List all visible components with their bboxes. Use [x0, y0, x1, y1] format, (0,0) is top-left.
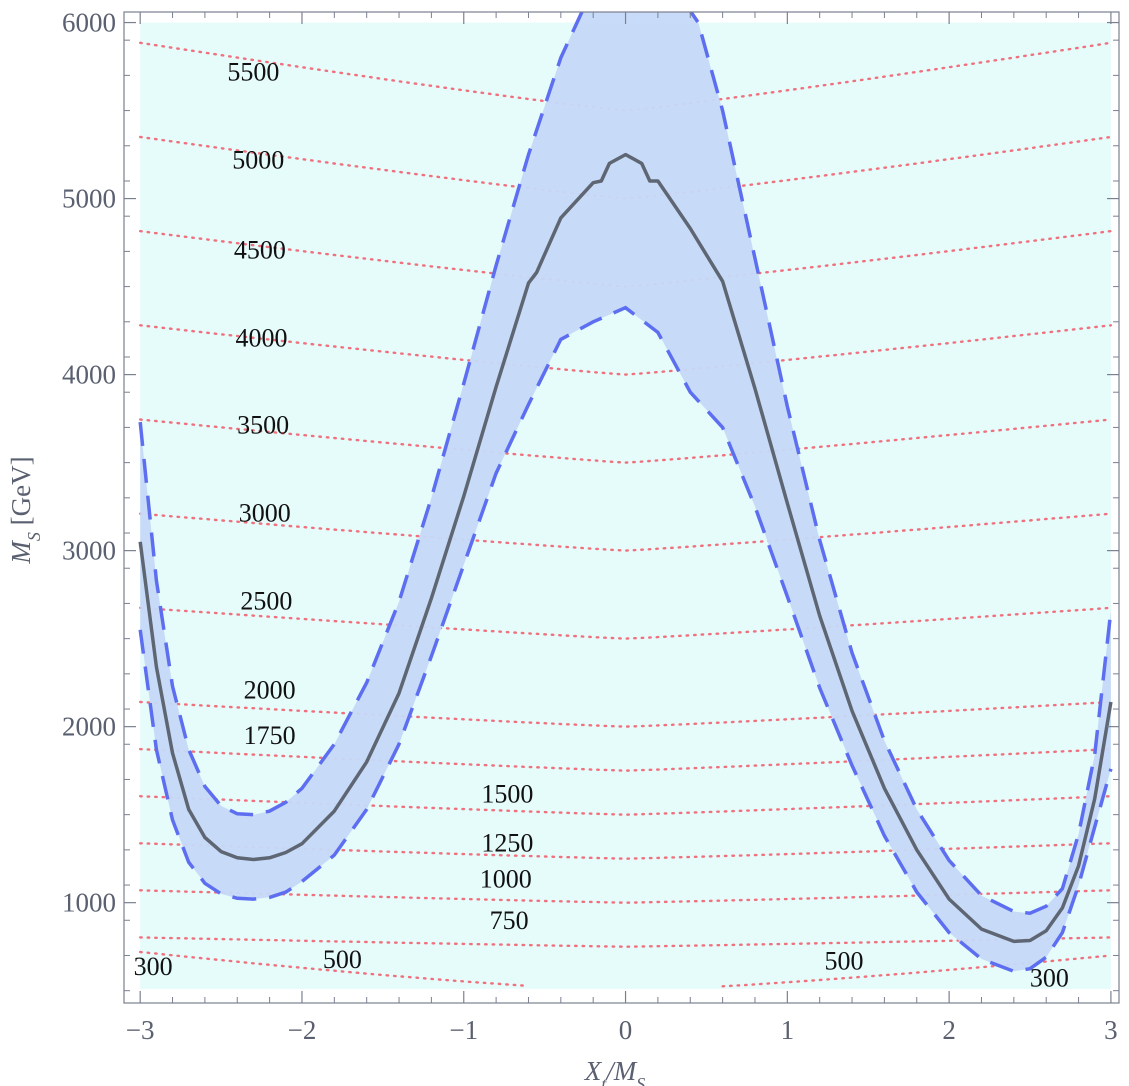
y-tick-label: 5000 [62, 184, 116, 214]
contour-line-500-right [721, 954, 1113, 988]
contour-line-4000 [139, 324, 1113, 376]
y-tick-label: 4000 [62, 360, 116, 390]
contour-labels: 5500 5000 4500 4000 3500 3000 2500 2000 1750 1500… [134, 58, 1069, 993]
x-tick-label: 3 [1104, 1015, 1118, 1045]
contour-label-1750: 1750 [244, 721, 296, 750]
contour-label-300: 300 [1030, 963, 1069, 992]
plot-area: 5500 5000 4500 4000 3500 3000 2500 2000 1750 1500… [134, 12, 1113, 993]
y-axis-title-sub: S [24, 532, 44, 541]
x-axis-title-slash: /M [604, 1056, 638, 1086]
x-axis-title: Xt/MS [584, 1056, 646, 1086]
plot-content [138, 12, 1113, 988]
x-tick-label: 0 [619, 1015, 633, 1045]
x-tick-label: 2 [942, 1015, 956, 1045]
contour-label-300: 300 [134, 952, 173, 981]
contour-label-500: 500 [323, 945, 362, 974]
y-axis-title: MS [GeV] [6, 456, 44, 564]
lower-dashed-line [138, 305, 1113, 974]
contour-label-4500: 4500 [234, 235, 286, 264]
x-axis-title-main: X [584, 1056, 603, 1086]
contour-label-1250: 1250 [481, 829, 533, 858]
contour-line-3000 [139, 512, 1113, 552]
contour-label-1500: 1500 [481, 779, 533, 808]
contour-line-2000 [139, 700, 1113, 728]
contour-label-2500: 2500 [240, 587, 292, 616]
contour-line-3500 [139, 418, 1113, 464]
x-tick-label: −3 [126, 1015, 155, 1045]
y-tick-label: 3000 [62, 536, 116, 566]
contour-label-5500: 5500 [227, 58, 279, 87]
y-tick-label: 1000 [62, 888, 116, 918]
y-tick-label: 2000 [62, 712, 116, 742]
contour-line-1500 [139, 795, 1113, 816]
y-axis-title-unit: [GeV] [6, 456, 36, 532]
y-axis-title-main: M [6, 540, 36, 565]
contour-label-3000: 3000 [239, 499, 291, 528]
x-axis-title-sub: t [601, 1074, 607, 1086]
x-tick-label: 1 [781, 1015, 795, 1045]
x-tick-label: −2 [288, 1015, 317, 1045]
plot-frame [123, 11, 1120, 1004]
contour-line-500-left [139, 950, 530, 988]
contour-label-1000: 1000 [480, 865, 532, 894]
contour-line-750 [139, 936, 1113, 948]
contour-label-750: 750 [490, 906, 529, 935]
contour-label-4000: 4000 [236, 323, 288, 352]
x-tick-label: −1 [449, 1015, 478, 1045]
contour-line-1750 [139, 747, 1113, 772]
contour-label-2000: 2000 [244, 676, 296, 705]
y-tick-label: 6000 [62, 8, 116, 38]
contour-line-1250 [139, 842, 1113, 860]
contour-label-5000: 5000 [232, 146, 284, 175]
central-solid-line [138, 152, 1113, 944]
x-axis-title-sub2: S [636, 1074, 645, 1086]
contour-label-3500: 3500 [237, 411, 289, 440]
contour-line-2500 [139, 606, 1113, 640]
upper-dashed-line [138, 12, 1113, 915]
axes: −3 −2 −1 0 1 2 3 1000 2000 3000 4000 5000 6000 [62, 8, 1120, 1045]
contour-label-500: 500 [825, 947, 864, 976]
